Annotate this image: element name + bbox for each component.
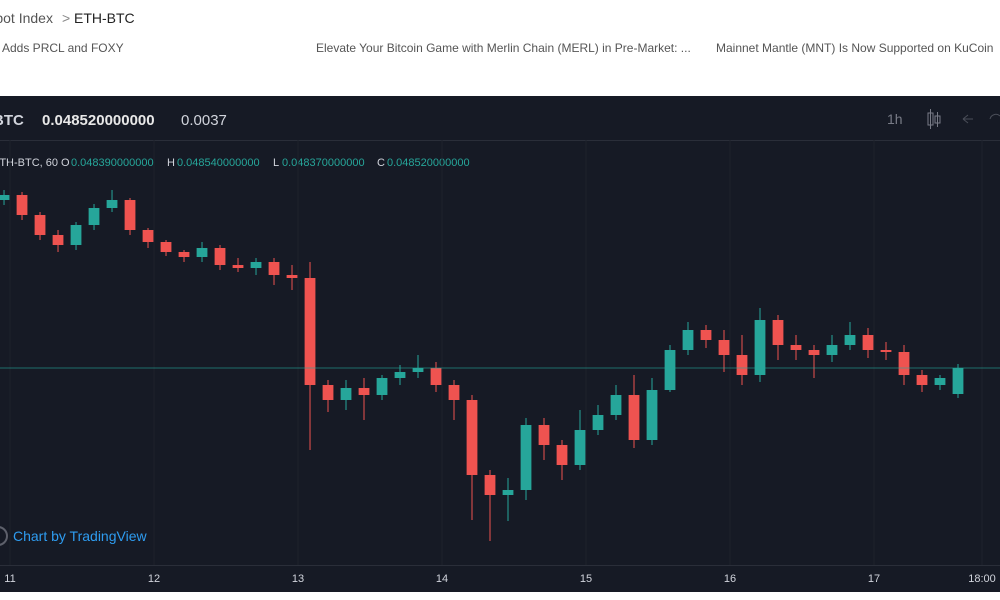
candle-body — [808, 350, 820, 355]
candle-body — [268, 262, 280, 275]
candle-body — [610, 395, 622, 415]
candle-body — [340, 388, 352, 400]
candle-body — [736, 355, 748, 375]
candle-body — [628, 395, 640, 440]
candle-body — [88, 208, 100, 225]
breadcrumb-parent[interactable]: Spot Index — [0, 10, 53, 26]
candle-body — [304, 278, 316, 385]
x-tick-label: 11 — [4, 573, 15, 585]
x-tick-label: 12 — [148, 573, 160, 585]
candle-body — [124, 200, 136, 230]
candle-body — [754, 320, 766, 375]
candle-body — [286, 275, 298, 278]
candle-body — [592, 415, 604, 430]
candle-body — [952, 368, 964, 394]
legend-key: O — [61, 157, 70, 169]
tradingview-logo[interactable] — [0, 526, 8, 546]
candle-body — [430, 368, 442, 385]
candle-body — [70, 225, 82, 245]
ticker-change: 0.0037 — [181, 112, 227, 129]
x-tick-label: 13 — [292, 573, 304, 585]
candle-body — [106, 200, 118, 208]
candle-body — [934, 378, 946, 385]
x-tick-label: 17 — [868, 573, 880, 585]
candle-body — [358, 388, 370, 395]
candle-body — [700, 330, 712, 340]
candle-body — [448, 385, 460, 400]
news-item[interactable]: Elevate Your Bitcoin Game with Merlin Ch… — [316, 41, 691, 55]
x-tick-label: 14 — [436, 573, 448, 585]
candle-body — [250, 262, 262, 268]
candle-body — [916, 375, 928, 385]
candle-body — [0, 195, 10, 200]
x-tick-label: 16 — [724, 573, 736, 585]
undo-button[interactable] — [962, 114, 973, 124]
legend-low: 0.048370000000 — [282, 157, 365, 169]
news-item[interactable]: Adds PRCL and FOXY — [2, 41, 124, 55]
candle-body — [466, 400, 478, 475]
candle-body — [862, 335, 874, 350]
breadcrumb-current: ETH-BTC — [74, 10, 135, 26]
candle-body — [160, 242, 172, 252]
legend-key: H — [167, 157, 175, 169]
candle-body — [718, 340, 730, 355]
candle-body — [322, 385, 334, 400]
redo-button[interactable] — [989, 113, 1000, 120]
chart-panel — [0, 96, 1000, 592]
candle-body — [376, 378, 388, 395]
candle-body — [16, 195, 28, 215]
interval-button[interactable]: 1h — [887, 111, 903, 127]
candle-body — [52, 235, 64, 245]
legend-high: 0.048540000000 — [177, 157, 260, 169]
candle-body — [664, 350, 676, 390]
x-tick-label: 18:00 — [968, 573, 996, 585]
candle-body — [502, 490, 514, 495]
legend-key: L — [273, 157, 279, 169]
candle-body — [412, 368, 424, 372]
candle-body — [844, 335, 856, 345]
candle-body — [178, 252, 190, 257]
candle-body — [880, 350, 892, 352]
candle-body — [196, 248, 208, 257]
candle-body — [142, 230, 154, 242]
ticker-price: 0.048520000000 — [42, 112, 155, 129]
candle-body — [682, 330, 694, 350]
breadcrumb-separator: > — [62, 10, 71, 26]
candle-body — [214, 248, 226, 265]
candle-body — [790, 345, 802, 350]
candle-style-button[interactable] — [927, 109, 941, 129]
candle-body — [574, 430, 586, 465]
candle-body — [520, 425, 532, 490]
candle-body — [772, 320, 784, 345]
candle-body — [484, 475, 496, 495]
candle-body — [646, 390, 658, 440]
news-item[interactable]: Mainnet Mantle (MNT) Is Now Supported on… — [716, 41, 994, 55]
candle-body — [556, 445, 568, 465]
legend-open: 0.048390000000 — [71, 157, 154, 169]
ticker-symbol: ETH-BTC — [0, 112, 24, 129]
attribution[interactable]: Chart by TradingView — [13, 528, 147, 544]
candle-body — [34, 215, 46, 235]
legend-key: C — [377, 157, 385, 169]
legend-series: ETH-BTC, 60 — [0, 157, 58, 169]
legend-close: 0.048520000000 — [387, 157, 470, 169]
candle-body — [538, 425, 550, 445]
candle-body — [826, 345, 838, 355]
candle-body — [898, 352, 910, 375]
candle-body — [394, 372, 406, 378]
x-tick-label: 15 — [580, 573, 592, 585]
candle-body — [232, 265, 244, 268]
